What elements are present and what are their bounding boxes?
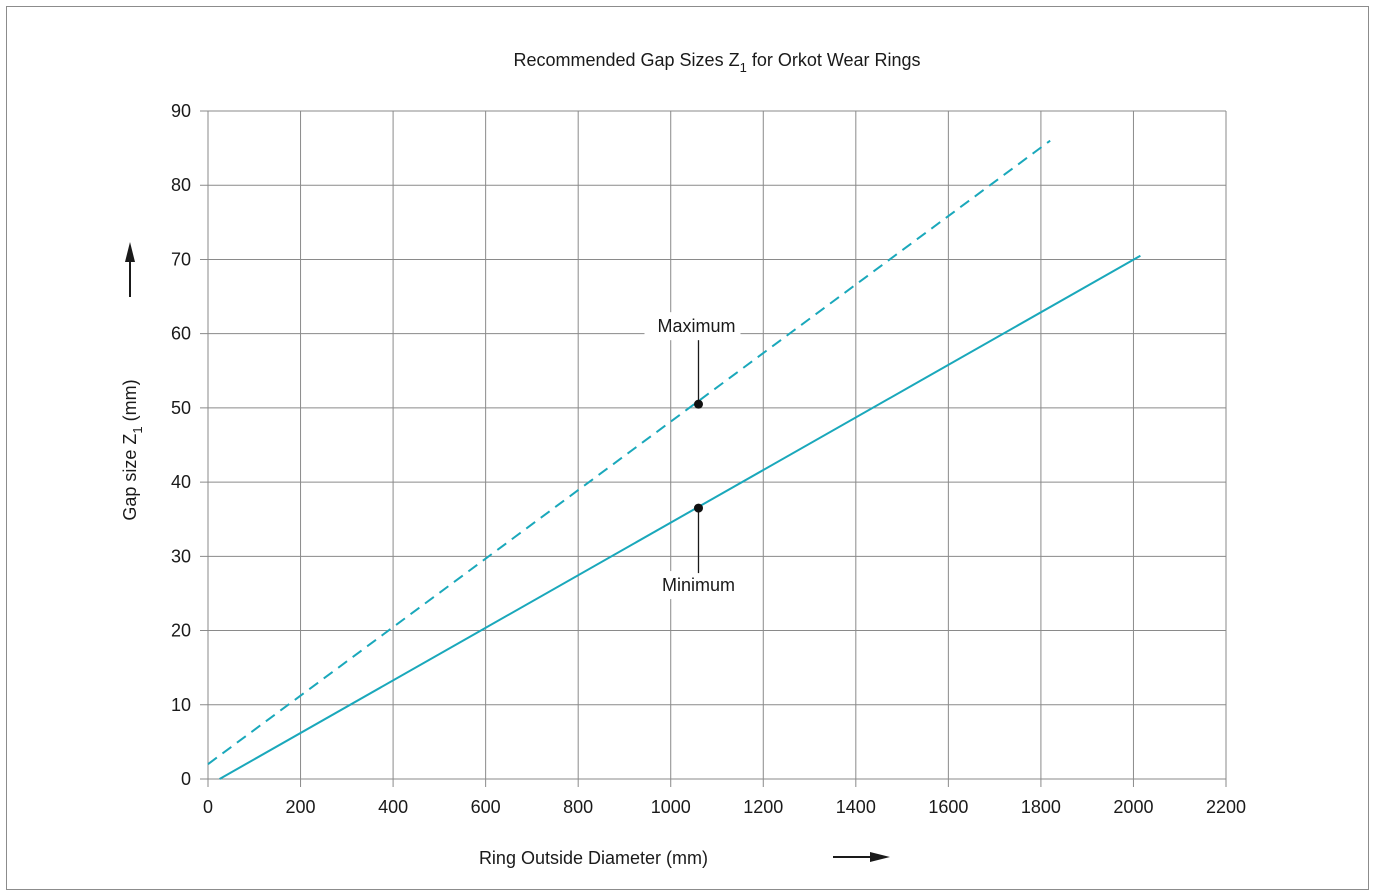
x-tick-label: 200 — [286, 797, 316, 817]
x-tick-label: 1000 — [651, 797, 691, 817]
x-tick-label: 1400 — [836, 797, 876, 817]
x-tick-label: 1200 — [743, 797, 783, 817]
x-tick-label: 400 — [378, 797, 408, 817]
y-tick-label: 50 — [171, 398, 191, 418]
x-tick-label: 0 — [203, 797, 213, 817]
chart-title: Recommended Gap Sizes Z1 for Orkot Wear … — [513, 50, 920, 75]
annotation-point-maximum — [693, 399, 703, 409]
x-tick-label: 2000 — [1113, 797, 1153, 817]
y-tick-label: 30 — [171, 546, 191, 566]
annotation-bg-minimum — [648, 571, 745, 600]
series-line-maximum — [207, 139, 1051, 765]
annotations: Maximum Minimum — [644, 312, 745, 600]
annotation-bg-maximum — [644, 312, 741, 341]
x-axis-arrow — [833, 852, 890, 862]
y-tick-label: 0 — [181, 769, 191, 789]
y-tick-label: 20 — [171, 621, 191, 641]
x-tick-label: 600 — [471, 797, 501, 817]
x-tick-label: 1600 — [928, 797, 968, 817]
y-axis-arrow — [125, 242, 135, 297]
tick-labels: 0 200 400 600 800 1000 1200 1400 1600 1800 2000 220… — [171, 101, 1246, 817]
chart-frame — [6, 6, 1369, 890]
grid — [200, 110, 1227, 787]
y-tick-label: 40 — [171, 472, 191, 492]
x-tick-label: 800 — [563, 797, 593, 817]
x-tick-label: 2200 — [1206, 797, 1246, 817]
series-lines — [207, 139, 1141, 780]
y-axis-title: Gap size Z1 (mm) — [120, 379, 145, 520]
x-tick-label: 1800 — [1021, 797, 1061, 817]
annotation-point-minimum — [693, 503, 703, 513]
annotation-label-maximum: Maximum — [657, 316, 735, 336]
series-line-minimum — [219, 254, 1141, 780]
y-axis-title-group: Gap size Z1 (mm) — [120, 379, 145, 520]
y-tick-label: 60 — [171, 324, 191, 344]
annotation-label-minimum: Minimum — [662, 575, 735, 595]
x-axis-title: Ring Outside Diameter (mm) — [479, 848, 708, 868]
y-tick-label: 80 — [171, 175, 191, 195]
y-tick-label: 10 — [171, 695, 191, 715]
y-tick-label: 90 — [171, 101, 191, 121]
y-tick-label: 70 — [171, 249, 191, 269]
